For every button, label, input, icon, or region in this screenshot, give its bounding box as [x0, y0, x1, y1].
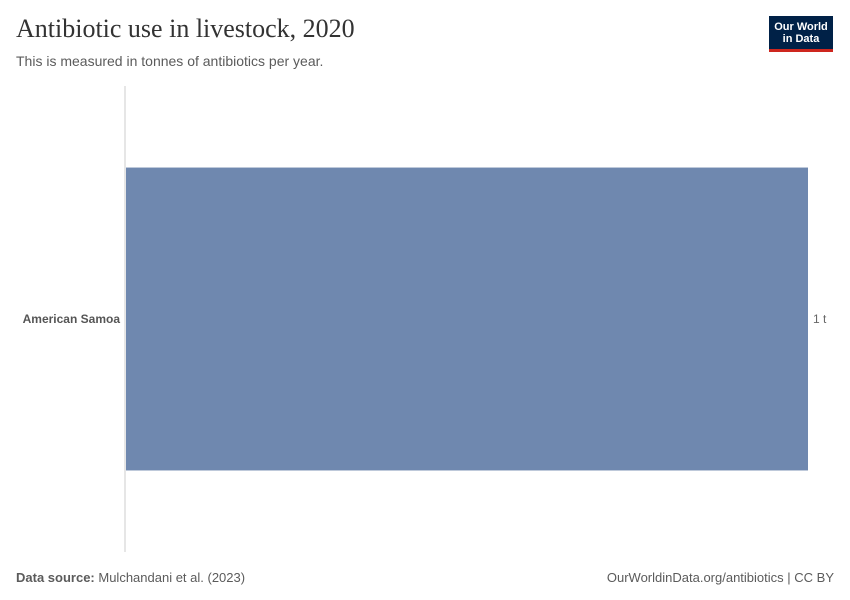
chart-title: Antibiotic use in livestock, 2020 [16, 14, 355, 43]
chart-subtitle: This is measured in tonnes of antibiotic… [16, 53, 324, 69]
data-source: Data source: Mulchandani et al. (2023) [16, 570, 245, 585]
bars-group: American Samoa 1 t [23, 167, 827, 471]
logo-line-2: in Data [782, 33, 820, 45]
owid-logo[interactable]: Our World in Data [769, 16, 833, 52]
value-label: 1 t [813, 312, 827, 326]
category-label: American Samoa [23, 312, 121, 326]
source-label: Data source: [16, 570, 95, 585]
logo-line-1: Our World [774, 21, 828, 33]
bar-american-samoa[interactable] [126, 167, 808, 471]
source-value[interactable]: Mulchandani et al. (2023) [98, 570, 246, 585]
footer-credit[interactable]: OurWorldinData.org/antibiotics | CC BY [606, 570, 834, 585]
